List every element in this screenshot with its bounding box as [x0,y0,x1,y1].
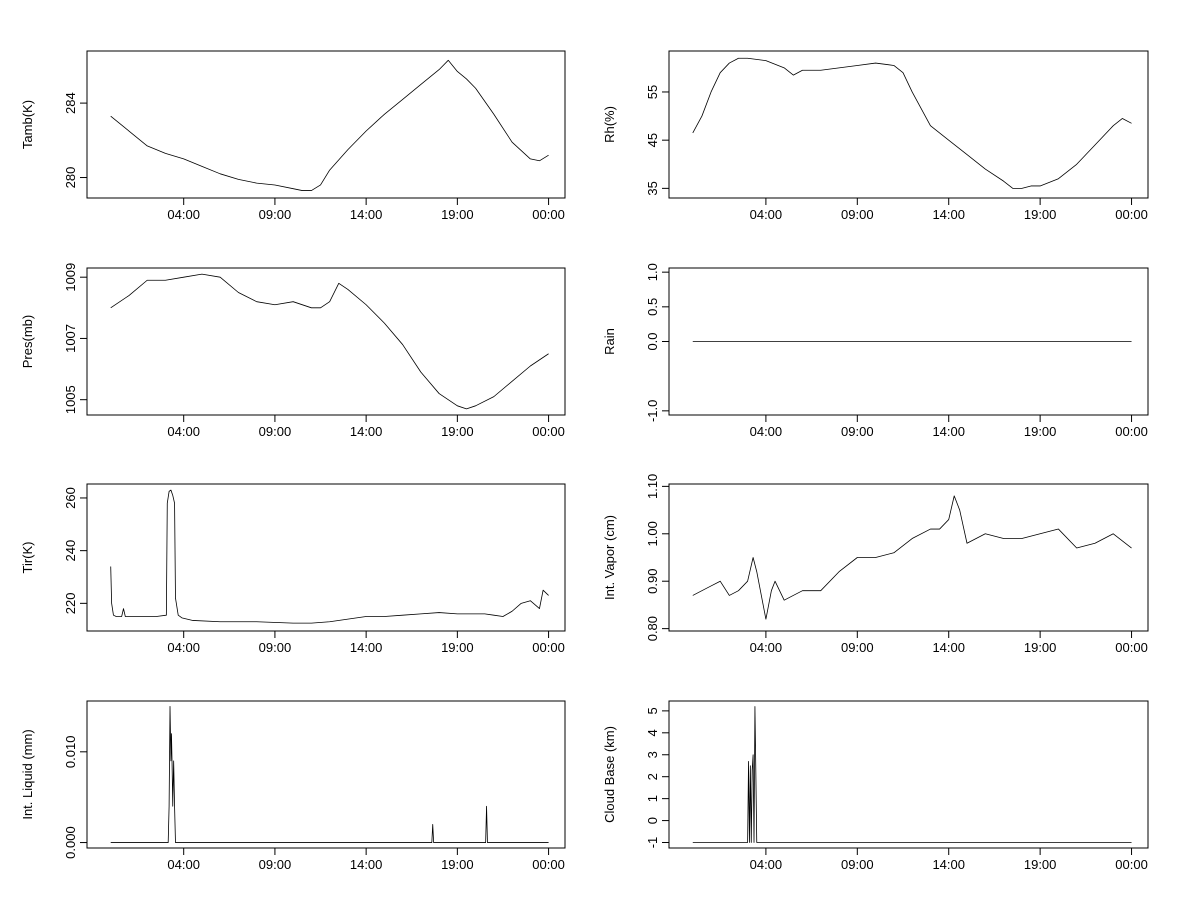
x-tick-label: 09:00 [259,640,292,655]
plot-frame [668,700,1149,849]
y-tick-label: 1005 [63,385,78,414]
plot-frame [668,50,1149,199]
y-axis-label: Tamb(K) [20,100,35,149]
series-line [692,706,1132,843]
x-tick-label: 14:00 [350,857,383,872]
y-axis-label: Tir(K) [20,541,35,573]
panel-pres-mb: 04:00 09:00 14:00 19:00 00:00 1005 1007 1009 Pre… [20,263,566,439]
x-tick-label: 19:00 [441,857,474,872]
panel-int-liquid-mm: 04:00 09:00 14:00 19:00 00:00 0.000 0.010 Int. … [20,700,566,872]
y-axis-label: Int. Liquid (mm) [20,729,35,819]
y-tick-label: 260 [63,487,78,509]
x-tick-label: 09:00 [841,207,874,222]
y-tick-label: 284 [63,92,78,114]
x-tick-label: 00:00 [1115,857,1148,872]
y-axis-label: Rh(%) [602,106,617,143]
x-tick-label: 19:00 [441,424,474,439]
x-tick-label: 00:00 [1115,640,1148,655]
y-tick-label: 0.90 [645,569,660,594]
y-tick-label: 5 [645,707,660,714]
x-tick-label: 14:00 [932,207,965,222]
x-tick-label: 04:00 [167,424,200,439]
y-tick-label: 1.00 [645,521,660,546]
x-tick-label: 19:00 [1024,640,1057,655]
y-tick-label: 55 [645,85,660,99]
y-tick-label: 280 [63,167,78,189]
y-tick-label: 0.80 [645,616,660,641]
panel-rh: 04:00 09:00 14:00 19:00 00:00 35 45 55 Rh(%) [602,50,1149,222]
panel-cloud-base-km: 04:00 09:00 14:00 19:00 00:00 -1 0 1 2 3 4 5 Cloud B… [602,700,1149,872]
x-tick-label: 04:00 [167,640,200,655]
plot-frame [86,700,566,849]
plot-frame [86,50,566,199]
y-tick-label: 1.10 [645,474,660,499]
x-tick-label: 14:00 [932,857,965,872]
y-tick-label: 240 [63,540,78,562]
x-tick-label: 14:00 [350,640,383,655]
y-axis-label: Rain [602,328,617,355]
series-line [110,489,549,624]
x-tick-label: 04:00 [750,640,783,655]
series-line [110,706,549,843]
x-tick-label: 00:00 [1115,207,1148,222]
x-tick-label: 19:00 [441,207,474,222]
plot-frame [86,483,566,632]
y-tick-label: 0.5 [645,298,660,316]
plot-frame [86,267,566,416]
y-tick-label: 0.000 [63,826,78,859]
x-tick-label: 04:00 [167,857,200,872]
x-tick-label: 14:00 [350,424,383,439]
panel-tir-k: 04:00 09:00 14:00 19:00 00:00 220 240 260 Tir(K) [20,483,566,655]
x-tick-label: 04:00 [167,207,200,222]
y-axis-label: Pres(mb) [20,315,35,368]
panel-tamb-k: 04:00 09:00 14:00 19:00 00:00 280 284 Tamb(K) [20,50,566,222]
x-tick-label: 00:00 [532,424,565,439]
x-tick-label: 14:00 [932,424,965,439]
y-tick-label: 0.010 [63,736,78,769]
panel-rain: 04:00 09:00 14:00 19:00 00:00 -1.0 0.0 0.5 1.0 Ra… [602,263,1149,439]
y-axis-label: Int. Vapor (cm) [602,515,617,600]
x-tick-label: 09:00 [259,424,292,439]
y-tick-label: 3 [645,751,660,758]
panel-int-vapor-cm: 04:00 09:00 14:00 19:00 00:00 0.80 0.90 1.00 1.1… [602,474,1149,655]
x-tick-label: 09:00 [259,207,292,222]
x-tick-label: 19:00 [1024,857,1057,872]
y-axis-label: Cloud Base (km) [602,726,617,823]
x-tick-label: 09:00 [841,424,874,439]
x-tick-label: 14:00 [932,640,965,655]
x-tick-label: 04:00 [750,857,783,872]
y-tick-label: 1.0 [645,263,660,281]
y-tick-label: 0.0 [645,332,660,350]
y-tick-label: 2 [645,773,660,780]
x-tick-label: 09:00 [259,857,292,872]
x-tick-label: 00:00 [532,640,565,655]
x-tick-label: 00:00 [532,207,565,222]
y-tick-label: 220 [63,592,78,614]
x-tick-label: 04:00 [750,424,783,439]
plot-frame [668,483,1149,632]
x-tick-label: 19:00 [441,640,474,655]
y-tick-label: 1 [645,795,660,802]
x-tick-label: 00:00 [1115,424,1148,439]
x-tick-label: 04:00 [750,207,783,222]
y-tick-label: 1009 [63,263,78,292]
series-line [692,57,1132,189]
series-line [110,273,549,410]
x-tick-label: 09:00 [841,640,874,655]
x-tick-label: 19:00 [1024,424,1057,439]
y-tick-label: -1 [645,837,660,849]
series-line [692,495,1132,620]
series-line [110,59,549,191]
y-tick-label: 1007 [63,324,78,353]
y-tick-label: 45 [645,133,660,147]
y-tick-label: 0 [645,817,660,824]
y-tick-label: 4 [645,729,660,736]
x-tick-label: 09:00 [841,857,874,872]
y-tick-label: 35 [645,181,660,195]
y-tick-label: -1.0 [645,400,660,422]
x-tick-label: 14:00 [350,207,383,222]
x-tick-label: 00:00 [532,857,565,872]
x-tick-label: 19:00 [1024,207,1057,222]
